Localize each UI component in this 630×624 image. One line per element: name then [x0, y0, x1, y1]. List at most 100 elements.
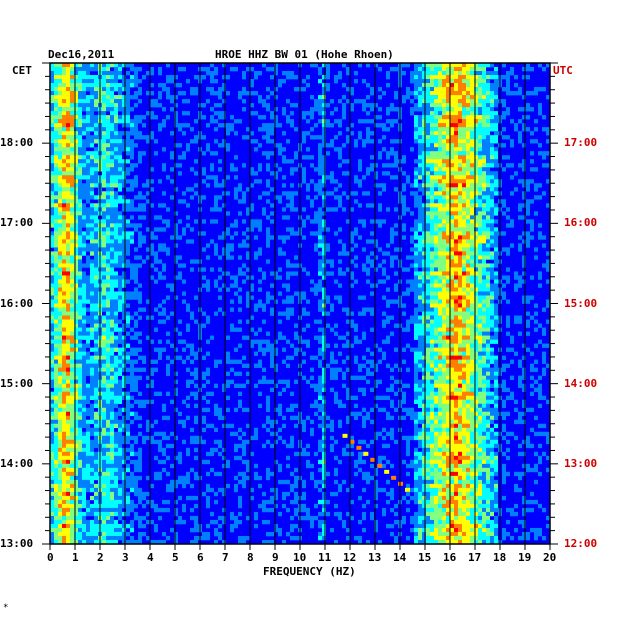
heatmap-cell [50, 307, 54, 312]
heatmap-cell [214, 179, 218, 184]
heatmap-cell [114, 167, 118, 172]
heatmap-cell [78, 191, 82, 196]
heatmap-cell [250, 219, 254, 224]
heatmap-cell [534, 187, 538, 192]
heatmap-cell [486, 91, 490, 96]
heatmap-cell [530, 223, 534, 228]
heatmap-cell [446, 71, 450, 76]
heatmap-cell [370, 259, 374, 264]
heatmap-cell [58, 311, 62, 316]
heatmap-cell [418, 127, 422, 132]
heatmap-cell [74, 319, 78, 324]
heatmap-cell [230, 367, 234, 372]
heatmap-cell [482, 131, 486, 136]
heatmap-cell [170, 75, 174, 80]
heatmap-cell [486, 223, 490, 228]
heatmap-cell [94, 183, 98, 188]
heatmap-cell [58, 327, 62, 332]
heatmap-cell [458, 303, 462, 308]
heatmap-cell [174, 119, 178, 124]
heatmap-cell [122, 359, 126, 364]
heatmap-cell [510, 219, 514, 224]
heatmap-cell [250, 207, 254, 212]
heatmap-cell [122, 107, 126, 112]
heatmap-cell [194, 219, 198, 224]
heatmap-cell [474, 247, 478, 252]
heatmap-cell [74, 175, 78, 180]
heatmap-cell [530, 139, 534, 144]
heatmap-cell [334, 179, 338, 184]
heatmap-cell [174, 327, 178, 332]
heatmap-cell [490, 335, 494, 340]
heatmap-cell [122, 299, 126, 304]
heatmap-cell [74, 75, 78, 80]
heatmap-cell [162, 119, 166, 124]
heatmap-cell [422, 111, 426, 116]
heatmap-cell [94, 115, 98, 120]
heatmap-cell [186, 215, 190, 220]
heatmap-cell [78, 187, 82, 192]
heatmap-cell [118, 87, 122, 92]
heatmap-cell [418, 283, 422, 288]
heatmap-cell [422, 103, 426, 108]
heatmap-cell [122, 111, 126, 116]
heatmap-cell [214, 251, 218, 256]
heatmap-cell [62, 351, 66, 356]
heatmap-cell [490, 199, 494, 204]
heatmap-cell [250, 111, 254, 116]
heatmap-cell [474, 75, 478, 80]
heatmap-cell [426, 251, 430, 256]
heatmap-cell [118, 75, 122, 80]
heatmap-cell [382, 295, 386, 300]
heatmap-cell [350, 235, 354, 240]
heatmap-cell [478, 179, 482, 184]
heatmap-cell [474, 155, 478, 160]
heatmap-cell [442, 335, 446, 340]
heatmap-cell [470, 359, 474, 364]
heatmap-cell [494, 295, 498, 300]
heatmap-cell [438, 151, 442, 156]
heatmap-cell [542, 127, 546, 132]
heatmap-cell [318, 239, 322, 244]
heatmap-cell [118, 279, 122, 284]
heatmap-cell [326, 143, 330, 148]
heatmap-cell [450, 319, 454, 324]
heatmap-cell [370, 91, 374, 96]
heatmap-cell [438, 355, 442, 360]
heatmap-cell [50, 143, 54, 148]
heatmap-cell [238, 211, 242, 216]
heatmap-cell [106, 195, 110, 200]
heatmap-cell [178, 83, 182, 88]
heatmap-cell [342, 335, 346, 340]
heatmap-cell [50, 167, 54, 172]
heatmap-cell [430, 83, 434, 88]
heatmap-cell [466, 147, 470, 152]
heatmap-cell [430, 95, 434, 100]
heatmap-cell [462, 87, 466, 92]
heatmap-cell [518, 283, 522, 288]
heatmap-cell [446, 147, 450, 152]
heatmap-cell [450, 307, 454, 312]
heatmap-cell [306, 271, 310, 276]
heatmap-cell [478, 219, 482, 224]
heatmap-cell [86, 255, 90, 260]
heatmap-cell [438, 283, 442, 288]
heatmap-cell [82, 247, 86, 252]
heatmap-cell [474, 215, 478, 220]
heatmap-cell [174, 103, 178, 108]
heatmap-cell [182, 227, 186, 232]
heatmap-cell [410, 99, 414, 104]
heatmap-cell [470, 231, 474, 236]
heatmap-cell [118, 367, 122, 372]
heatmap-cell [462, 119, 466, 124]
heatmap-cell [50, 251, 54, 256]
heatmap-cell [454, 219, 458, 224]
heatmap-cell [326, 363, 330, 368]
heatmap-cell [458, 279, 462, 284]
heatmap-cell [494, 331, 498, 336]
heatmap-cell [382, 259, 386, 264]
heatmap-cell [442, 151, 446, 156]
heatmap-cell [418, 83, 422, 88]
heatmap-cell [58, 251, 62, 256]
heatmap-cell [50, 107, 54, 112]
